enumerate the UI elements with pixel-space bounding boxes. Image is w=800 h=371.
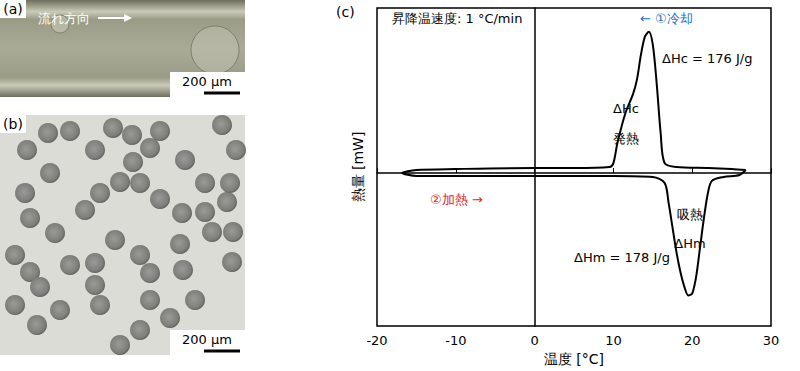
svg-text:ΔHc = 176 J/g: ΔHc = 176 J/g bbox=[662, 51, 752, 66]
svg-text:← ①冷却: ← ①冷却 bbox=[640, 11, 693, 26]
svg-text:ΔHc: ΔHc bbox=[613, 101, 639, 116]
svg-text:20: 20 bbox=[684, 333, 701, 348]
svg-text:②加熱 →: ②加熱 → bbox=[430, 192, 483, 207]
svg-text:吸熱: 吸熱 bbox=[677, 207, 703, 222]
svg-text:流れ方向: 流れ方向 bbox=[38, 11, 90, 26]
svg-text:0: 0 bbox=[530, 333, 538, 348]
svg-text:ΔHm: ΔHm bbox=[674, 236, 705, 251]
svg-text:30: 30 bbox=[763, 333, 780, 348]
svg-text:(c): (c) bbox=[336, 4, 355, 20]
svg-text:200 μm: 200 μm bbox=[182, 74, 232, 89]
svg-text:発熱: 発熱 bbox=[613, 131, 639, 146]
svg-text:(a): (a) bbox=[3, 1, 23, 17]
svg-text:10: 10 bbox=[605, 333, 622, 348]
svg-text:200 μm: 200 μm bbox=[182, 332, 232, 347]
svg-text:温度 [°C]: 温度 [°C] bbox=[544, 351, 604, 367]
svg-text:-10: -10 bbox=[445, 333, 466, 348]
svg-text:昇降温速度: 1 °C/min: 昇降温速度: 1 °C/min bbox=[392, 11, 522, 26]
svg-text:ΔHm = 178 J/g: ΔHm = 178 J/g bbox=[574, 250, 670, 265]
svg-text:(b): (b) bbox=[3, 116, 23, 132]
svg-text:熱量 [mW]: 熱量 [mW] bbox=[350, 132, 366, 203]
svg-text:-20: -20 bbox=[366, 333, 387, 348]
